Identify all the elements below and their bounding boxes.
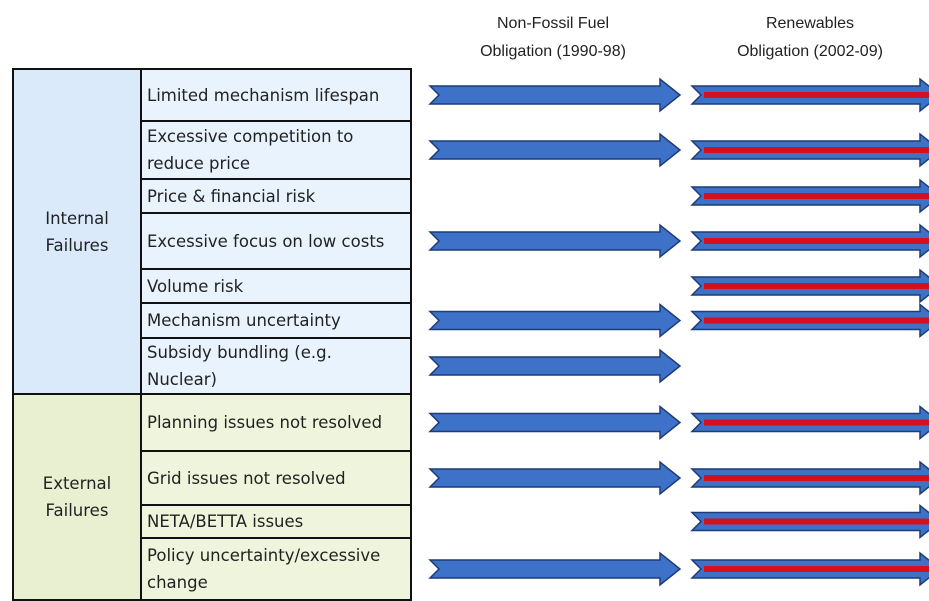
arrow-stripe: [704, 475, 929, 481]
item-cell: Volume risk: [140, 268, 412, 304]
item-cell: Subsidy bundling (e.g. Nuclear): [140, 337, 412, 395]
item-cell: NETA/BETTA issues: [140, 504, 412, 539]
arrow-stripe: [704, 193, 929, 199]
text-line: Renewables: [765, 15, 855, 32]
text-line: NETA/BETTA issues: [147, 512, 304, 531]
item-cell: Excessive focus on low costs: [140, 212, 412, 270]
arrow: [428, 302, 682, 339]
arrow-stripe: [704, 283, 929, 289]
text-line: change: [147, 573, 208, 592]
text-line: Excessive competition to: [147, 127, 354, 146]
arrow-stripe: [704, 92, 929, 98]
group-cell: External Failures: [12, 393, 142, 601]
arrow-stripe: [704, 147, 929, 153]
arrow-stripe: [704, 518, 929, 525]
arrow-stripe: [704, 317, 929, 324]
item-cell: Policy uncertainty/excessive change: [140, 537, 412, 601]
item-cell: Planning issues not resolved: [140, 393, 412, 452]
arrow-stripe: [704, 238, 929, 244]
text-line: Limited mechanism lifespan: [147, 85, 380, 105]
arrow-stripe: [704, 566, 929, 572]
text-line: reduce price: [147, 154, 251, 173]
text-line: Obligation (1990-98): [480, 43, 626, 60]
text-line: Failures: [45, 501, 109, 520]
text-line: Internal: [45, 208, 109, 228]
text-line: Price & financial risk: [147, 186, 316, 206]
item-cell: Price & financial risk: [140, 178, 412, 214]
text-line: Nuclear): [147, 370, 217, 389]
item-cell: Mechanism uncertainty: [140, 302, 412, 339]
text-line: Subsidy bundling (e.g.: [147, 343, 332, 362]
column-header: Renewables Obligation (2002-09): [690, 10, 929, 66]
arrow: [428, 404, 682, 441]
text-line: Excessive focus on low costs: [147, 231, 385, 251]
text-line: Planning issues not resolved: [147, 413, 383, 432]
arrow: [428, 551, 682, 587]
text-line: Obligation (2002-09): [737, 43, 883, 60]
arrow: [428, 77, 682, 113]
arrow: [428, 348, 682, 384]
text-line: Volume risk: [147, 276, 244, 296]
arrow-stripe: [704, 419, 929, 426]
text-line: Policy uncertainty/excessive: [147, 546, 381, 565]
arrow: [428, 460, 682, 496]
arrow: [428, 132, 682, 168]
text-line: Grid issues not resolved: [147, 468, 346, 488]
item-cell: Excessive competition to reduce price: [140, 120, 412, 180]
column-header: Non-Fossil Fuel Obligation (1990-98): [433, 10, 673, 66]
item-cell: Limited mechanism lifespan: [140, 68, 412, 122]
text-line: Mechanism uncertainty: [147, 311, 341, 330]
text-line: Non-Fossil Fuel: [496, 15, 610, 32]
item-cell: Grid issues not resolved: [140, 450, 412, 506]
group-cell: Internal Failures: [12, 68, 142, 395]
text-line: External: [42, 474, 112, 493]
text-line: Failures: [45, 235, 109, 255]
arrow: [428, 223, 682, 259]
